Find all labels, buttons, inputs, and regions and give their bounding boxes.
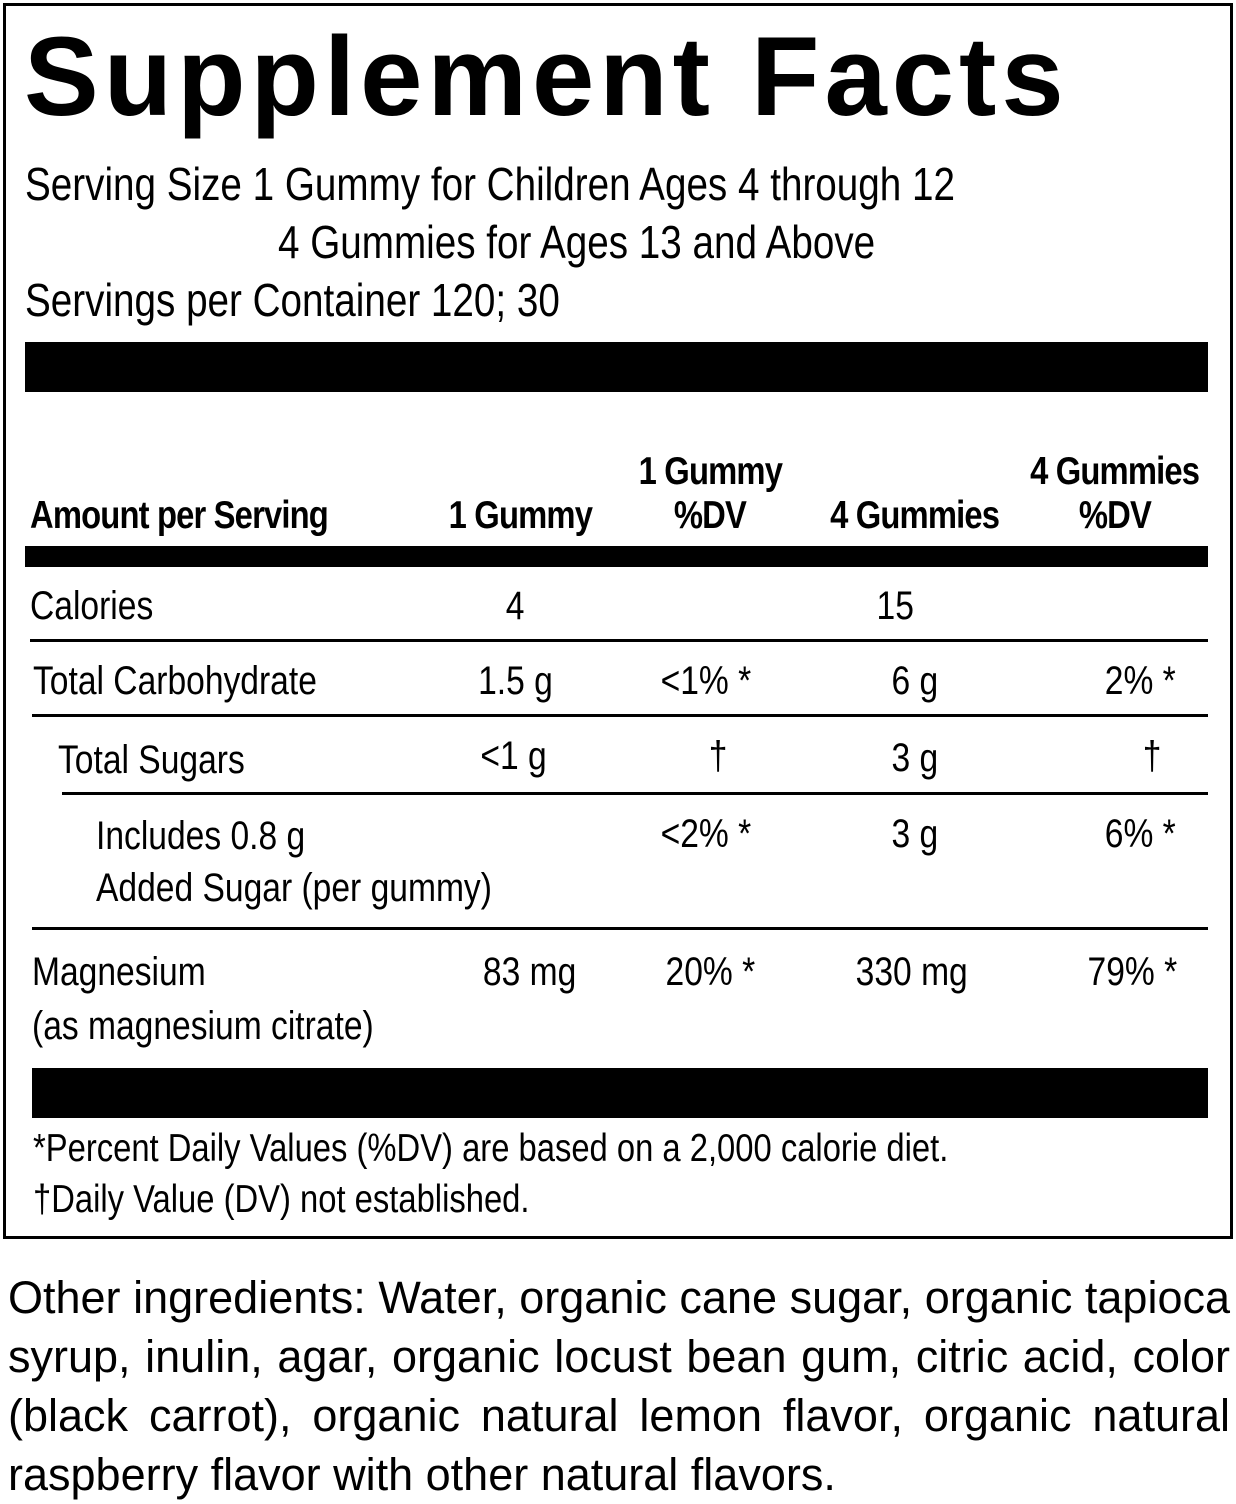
- value-1-gummy: 1.5 g: [477, 659, 553, 703]
- row-label: Total Carbohydrate: [33, 659, 317, 703]
- header-rule: [25, 546, 1208, 567]
- panel-title: Supplement Facts: [24, 14, 1069, 139]
- dv-4-gummies: †: [1142, 734, 1162, 778]
- ingredients-line: syrup, inulin, agar, organic locust bean…: [8, 1331, 1230, 1382]
- dv-1-gummy: <2% *: [660, 812, 752, 856]
- serving-size-adults: 4 Gummies for Ages 13 and Above: [278, 216, 876, 268]
- row-divider: [30, 639, 1208, 642]
- header-dv-label: %DV: [1078, 494, 1152, 537]
- row-divider: [32, 927, 1208, 930]
- row-sublabel: Added Sugar (per gummy): [96, 866, 492, 910]
- header-4-gummies-dv: 4 Gummies: [1030, 450, 1200, 493]
- value-4-gummies: 3 g: [891, 736, 939, 780]
- value-4-gummies: 330 mg: [855, 950, 969, 994]
- row-divider: [32, 714, 1208, 717]
- ingredients-line: raspberry flavor with other natural flav…: [8, 1449, 836, 1500]
- divider-bar: [25, 342, 1208, 392]
- value-4-gummies: 3 g: [891, 812, 939, 856]
- row-label: Includes 0.8 g: [96, 814, 306, 858]
- ingredients-line: (black carrot), organic natural lemon fl…: [8, 1390, 1230, 1441]
- header-amount: Amount per Serving: [30, 494, 329, 537]
- header-1-gummy-dv: 1 Gummy: [638, 450, 782, 493]
- value-4-gummies: 15: [876, 584, 914, 628]
- footnote-dagger: †Daily Value (DV) not established.: [33, 1178, 530, 1221]
- value-1-gummy: <1 g: [479, 734, 547, 778]
- header-1-gummy: 1 Gummy: [448, 494, 592, 537]
- dv-4-gummies: 2% *: [1104, 659, 1176, 703]
- supplement-facts-panel: [3, 3, 1233, 1239]
- value-1-gummy: 83 mg: [483, 950, 577, 994]
- ingredients-line: Other ingredients: Water, organic cane s…: [8, 1272, 1230, 1323]
- divider-bar: [32, 1068, 1208, 1118]
- dv-4-gummies: 6% *: [1104, 812, 1176, 856]
- footnote-dv: *Percent Daily Values (%DV) are based on…: [33, 1127, 949, 1170]
- row-sublabel: (as magnesium citrate): [32, 1004, 374, 1048]
- dv-4-gummies: 79% *: [1087, 950, 1177, 994]
- header-dv-label: %DV: [673, 494, 747, 537]
- dv-1-gummy: <1% *: [660, 659, 752, 703]
- row-label: Magnesium: [32, 950, 206, 994]
- value-4-gummies: 6 g: [891, 659, 939, 703]
- value-1-gummy: 4: [505, 584, 525, 628]
- row-label: Calories: [30, 584, 154, 628]
- other-ingredients: Other ingredients: Water, organic cane s…: [8, 1268, 1230, 1504]
- header-4-gummies: 4 Gummies: [830, 494, 1000, 537]
- serving-size: Serving Size 1 Gummy for Children Ages 4…: [25, 158, 955, 210]
- dv-1-gummy: 20% *: [665, 950, 755, 994]
- row-divider: [62, 792, 1208, 795]
- servings-per-container: Servings per Container 120; 30: [25, 274, 560, 326]
- row-label: Total Sugars: [58, 738, 245, 782]
- dv-1-gummy: †: [708, 734, 728, 778]
